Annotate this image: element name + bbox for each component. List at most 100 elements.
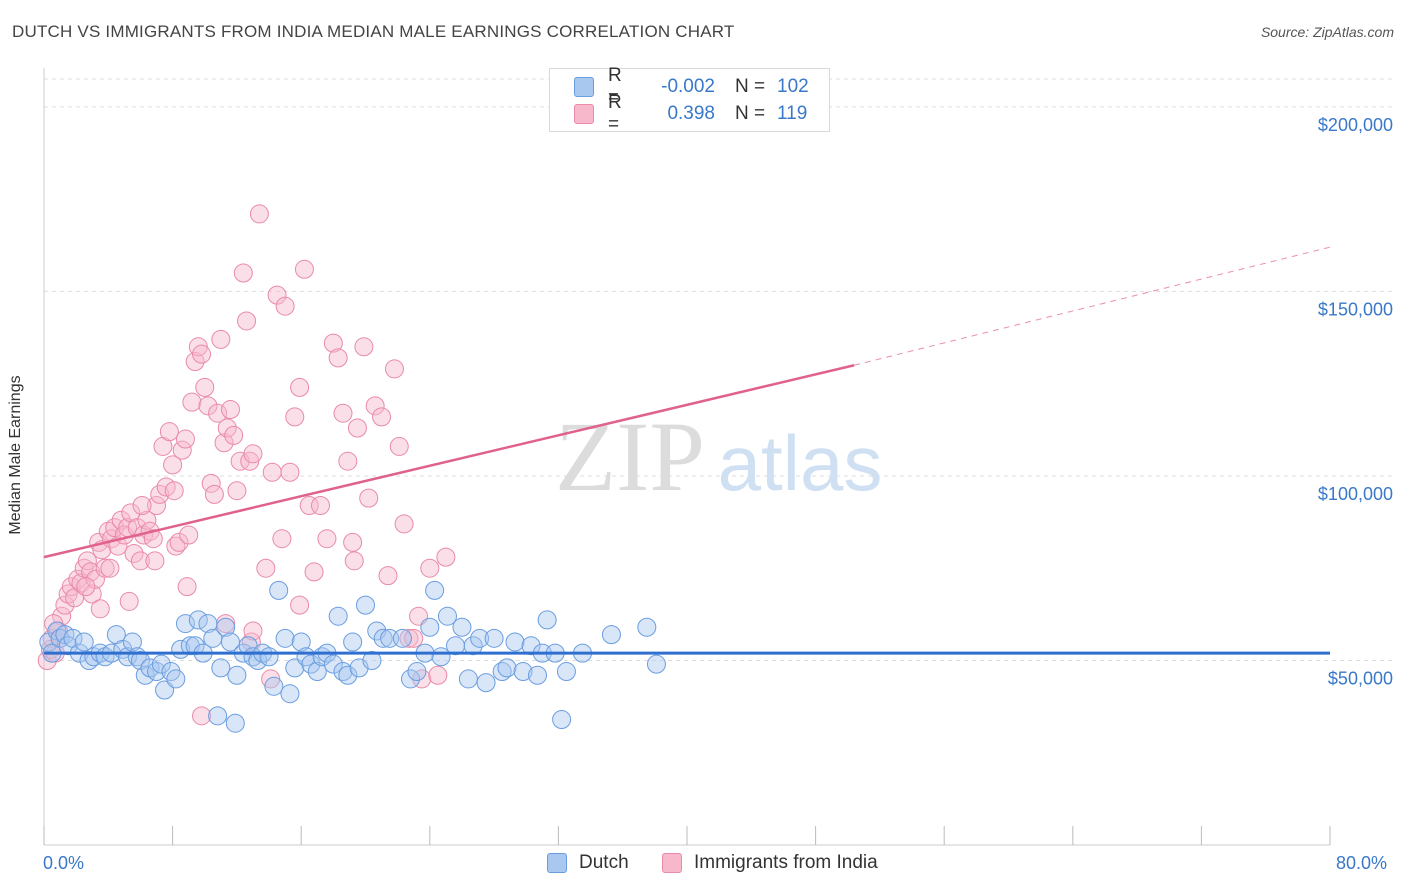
dutch-point — [323, 654, 343, 674]
dutch-point — [356, 595, 375, 615]
bottom-legend-india: Immigrants from India — [662, 852, 878, 874]
y-tick-label: $50,000 — [1328, 668, 1393, 688]
india-point — [147, 495, 167, 515]
y-tick-label: $100,000 — [1318, 484, 1393, 504]
india-point — [285, 407, 305, 427]
dutch-point — [291, 632, 311, 652]
trend-lines — [43, 246, 1331, 655]
india-point — [378, 566, 398, 586]
axes — [43, 68, 1331, 846]
india-trend-line — [43, 364, 855, 559]
legend-n-value: 119 — [777, 103, 808, 124]
india-point — [177, 577, 197, 597]
dutch-point — [452, 617, 472, 637]
india-point — [77, 551, 97, 571]
india-point — [294, 259, 314, 279]
india-point — [137, 510, 157, 530]
dutch-point — [373, 628, 393, 648]
dutch-point — [175, 614, 195, 634]
dutch-point — [140, 658, 160, 678]
dutch-point — [166, 669, 186, 689]
india-point — [169, 532, 189, 552]
dutch-label: Dutch — [579, 852, 629, 873]
india-point — [100, 558, 120, 578]
x-tick-max: 80.0% — [1336, 853, 1388, 873]
dutch-point — [338, 665, 358, 685]
india-point — [275, 296, 295, 316]
india-point — [343, 532, 363, 552]
dutch-point — [151, 654, 171, 674]
india-point — [347, 418, 367, 438]
india-point — [55, 595, 75, 615]
india-point — [214, 433, 234, 453]
india-point — [233, 263, 253, 283]
india-point — [256, 558, 276, 578]
india-point — [90, 599, 110, 619]
legend-row-india: R = 0.398 N = 119 — [574, 92, 837, 135]
dutch-point — [307, 662, 327, 682]
india-point — [164, 481, 184, 501]
india-point — [192, 344, 212, 364]
india-point — [198, 396, 218, 416]
india-point — [359, 488, 379, 508]
legend-r-value: 0.398 — [667, 103, 715, 124]
dutch-point — [646, 654, 666, 674]
dutch-point — [420, 617, 440, 637]
india-point — [399, 628, 419, 648]
india-point — [224, 425, 244, 445]
india-point — [95, 558, 115, 578]
dutch-point — [552, 710, 572, 730]
india-point — [310, 495, 330, 515]
dutch-point — [328, 606, 348, 626]
india-point — [344, 551, 364, 571]
legend-row-dutch: R = -0.002 N = 102 — [574, 65, 837, 108]
india-point — [272, 529, 292, 549]
source-label: Source: ZipAtlas.com — [1260, 24, 1394, 40]
legend-r-label: R = — [608, 92, 622, 135]
india-point — [384, 359, 404, 379]
dutch-point — [401, 669, 421, 689]
india-point — [372, 407, 392, 427]
dutch-point — [39, 632, 59, 652]
india-point — [243, 444, 263, 464]
y-tick-label: $200,000 — [1318, 115, 1393, 135]
india-point — [82, 584, 102, 604]
india-point — [185, 352, 205, 372]
dutch-point — [225, 713, 245, 733]
india-point — [304, 562, 324, 582]
dutch-point — [185, 636, 205, 656]
dutch-swatch — [574, 77, 594, 97]
bottom-legend-dutch: Dutch — [547, 852, 629, 874]
india-point — [175, 429, 195, 449]
legend-r-value: -0.002 — [661, 76, 715, 97]
india-point — [420, 558, 440, 578]
india-point — [76, 577, 96, 597]
dutch-point — [637, 617, 657, 637]
india-point — [201, 473, 221, 493]
dutch-point — [407, 662, 427, 682]
india-point — [166, 536, 186, 556]
dutch-point — [74, 632, 94, 652]
india-point — [52, 606, 72, 626]
india-point — [211, 329, 231, 349]
india-swatch — [662, 853, 682, 873]
india-point — [333, 403, 353, 423]
india-point — [354, 337, 374, 357]
dutch-swatch — [547, 853, 567, 873]
india-point — [111, 510, 131, 530]
dutch-point — [458, 669, 478, 689]
india-point — [159, 422, 179, 442]
india-point — [163, 455, 183, 475]
dutch-point — [280, 684, 300, 704]
india-point — [243, 621, 263, 641]
india-point — [365, 396, 385, 416]
india-point — [143, 529, 163, 549]
legend-r-label: R = — [608, 65, 622, 108]
dutch-point — [470, 628, 490, 648]
india-point — [428, 665, 448, 685]
legend-n-label: N = — [735, 103, 766, 124]
dutch-point — [528, 665, 548, 685]
dutch-point — [122, 632, 142, 652]
dutch-point — [264, 676, 284, 696]
dutch-point — [362, 650, 382, 670]
